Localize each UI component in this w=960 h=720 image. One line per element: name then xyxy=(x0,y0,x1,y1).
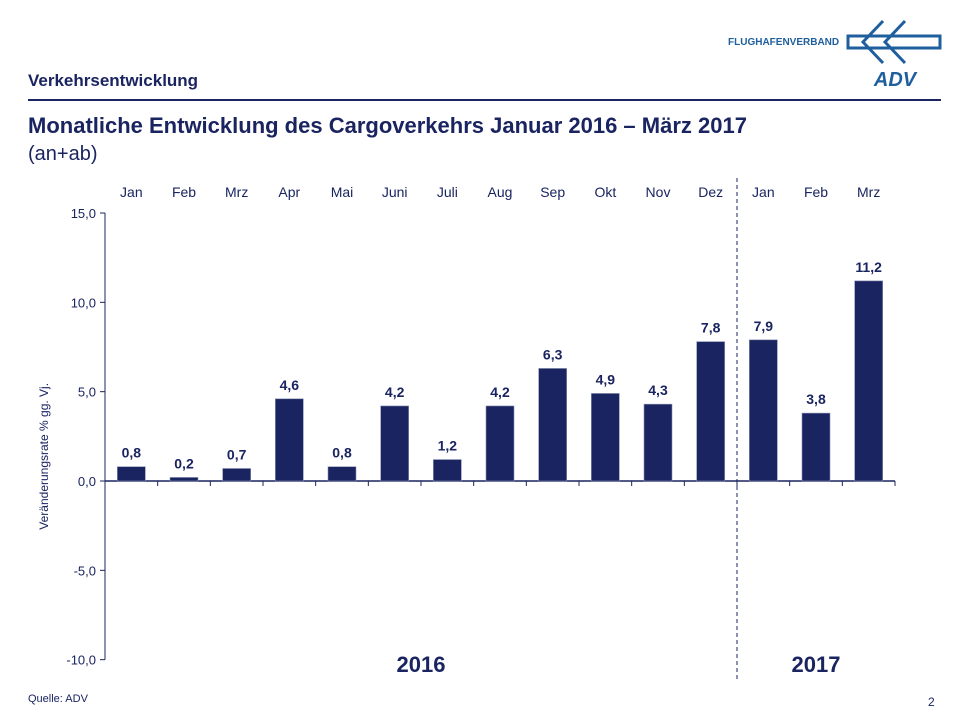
bar xyxy=(801,412,831,482)
bar xyxy=(169,477,199,482)
page-number: 2 xyxy=(928,695,935,709)
svg-text:ADV: ADV xyxy=(873,69,918,90)
data-label: 4,6 xyxy=(280,377,300,393)
category-label: Aug xyxy=(488,184,513,200)
category-label: Juni xyxy=(382,184,408,200)
data-label: 11,2 xyxy=(855,259,882,275)
category-label: Feb xyxy=(804,184,828,200)
category-label: Mrz xyxy=(225,184,248,200)
year-label: 2016 xyxy=(397,652,446,677)
category-label: Feb xyxy=(172,184,196,200)
bar xyxy=(696,341,725,482)
y-tick-label: 0,0 xyxy=(78,474,96,489)
data-label: 3,8 xyxy=(806,391,826,407)
y-axis-label: Veränderungsrate % gg. Vj. xyxy=(37,383,51,530)
page-title: Monatliche Entwicklung des Cargoverkehrs… xyxy=(28,113,747,138)
bar xyxy=(327,466,357,482)
y-tick-label: 5,0 xyxy=(78,385,96,400)
bar xyxy=(117,466,146,482)
page-subtitle: (an+ab) xyxy=(28,143,98,165)
category-label: Sep xyxy=(540,184,565,200)
data-label: 0,2 xyxy=(174,455,194,471)
category-label: Dez xyxy=(698,184,723,200)
data-label: 4,2 xyxy=(490,384,510,400)
y-tick-label: -10,0 xyxy=(66,653,96,668)
data-label: 6,3 xyxy=(543,346,563,362)
bar xyxy=(854,280,883,482)
category-label: Apr xyxy=(278,184,300,200)
category-label: Jan xyxy=(752,184,775,200)
bar xyxy=(749,339,778,482)
bar xyxy=(643,403,673,482)
data-label: 4,3 xyxy=(648,382,668,398)
bar xyxy=(591,393,620,482)
data-label: 4,2 xyxy=(385,384,405,400)
section-heading: Verkehrsentwicklung xyxy=(28,71,199,90)
bar xyxy=(485,405,515,482)
category-label: Mai xyxy=(331,184,354,200)
data-label: 0,8 xyxy=(332,445,352,461)
data-label: 7,9 xyxy=(754,318,774,334)
data-label: 7,8 xyxy=(701,320,721,336)
bar xyxy=(380,405,409,482)
source-note: Quelle: ADV xyxy=(28,693,88,705)
data-label: 1,2 xyxy=(438,438,458,454)
logo-text: FLUGHAFENVERBAND xyxy=(728,37,840,48)
header-rule xyxy=(28,99,941,101)
category-label: Juli xyxy=(437,184,458,200)
year-label: 2017 xyxy=(792,652,841,677)
category-label: Okt xyxy=(594,184,616,200)
y-tick-label: -5,0 xyxy=(74,563,96,578)
data-label: 0,7 xyxy=(227,446,247,462)
category-label: Nov xyxy=(646,184,671,200)
data-label: 0,8 xyxy=(122,445,142,461)
bar xyxy=(433,459,462,482)
bar xyxy=(222,468,251,482)
adv-logo: ADV xyxy=(846,19,942,90)
y-tick-label: 10,0 xyxy=(71,295,96,310)
data-label: 4,9 xyxy=(596,371,616,387)
category-label: Jan xyxy=(120,184,143,200)
bar xyxy=(275,398,304,482)
y-tick-label: 15,0 xyxy=(71,206,96,221)
bar xyxy=(538,368,567,482)
category-label: Mrz xyxy=(857,184,880,200)
